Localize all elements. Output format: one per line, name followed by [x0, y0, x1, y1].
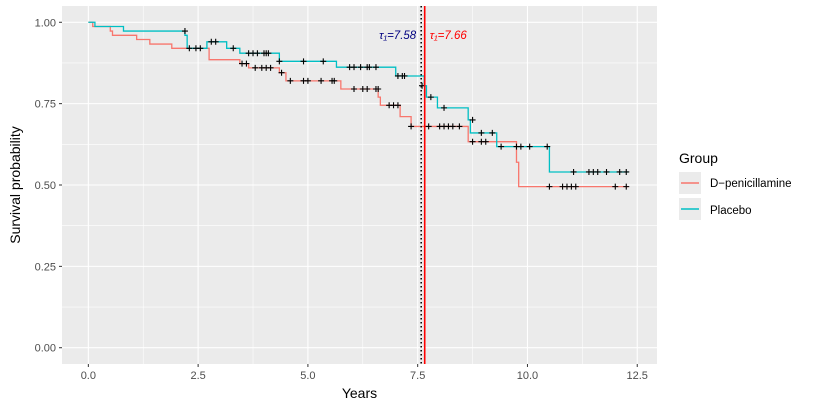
- censor-mark-placebo: [366, 64, 373, 71]
- censor-mark-placebo: [254, 50, 261, 57]
- grid-major: [62, 6, 657, 364]
- censor-mark-placebo: [441, 104, 448, 111]
- censor-mark-d-penicillamine: [482, 138, 489, 145]
- censor-mark-placebo: [616, 168, 623, 175]
- annotation-layer: τ₁=7.58 τ₁=7.66: [379, 6, 467, 364]
- censor-mark-placebo: [526, 143, 533, 150]
- censor-mark-d-penicillamine: [375, 85, 382, 92]
- x-tick-label: 7.5: [410, 370, 425, 382]
- censor-mark-d-penicillamine: [408, 123, 415, 130]
- censor-mark-placebo: [469, 116, 476, 123]
- y-axis-ticks: 0.00 0.25 0.50 0.75 1.00: [35, 17, 62, 355]
- censor-mark-d-penicillamine: [546, 183, 553, 190]
- censor-mark-d-penicillamine: [469, 138, 476, 145]
- censor-mark-d-penicillamine: [425, 123, 432, 130]
- legend: Group D−penicillamine Placebo: [679, 150, 792, 220]
- legend-label-d-penicillamine: D−penicillamine: [710, 178, 792, 190]
- y-tick-label: 0.00: [35, 343, 56, 355]
- censor-mark-placebo: [357, 64, 364, 71]
- censor-mark-placebo: [320, 58, 327, 65]
- tau-label-1: τ₁=7.58: [379, 30, 417, 42]
- km-curve-placebo: [88, 21, 629, 173]
- censor-mark-d-penicillamine: [252, 64, 259, 71]
- censor-mark-d-penicillamine: [278, 69, 285, 76]
- censor-mark-d-penicillamine: [318, 77, 325, 84]
- censor-mark-placebo: [478, 129, 485, 136]
- x-tick-label: 12.5: [627, 370, 648, 382]
- censor-mark-d-penicillamine: [456, 123, 463, 130]
- x-axis-title: Years: [342, 385, 377, 401]
- censor-mark-d-penicillamine: [449, 123, 456, 130]
- y-tick-label: 0.25: [35, 261, 56, 273]
- censor-mark-d-penicillamine: [351, 85, 358, 92]
- x-tick-label: 2.5: [190, 370, 205, 382]
- y-tick-label: 0.75: [35, 99, 56, 111]
- y-axis-title: Survival probability: [7, 126, 23, 244]
- censor-mark-placebo: [300, 58, 307, 65]
- censor-mark-placebo: [570, 168, 577, 175]
- censor-mark-d-penicillamine: [364, 85, 371, 92]
- x-tick-label: 10.0: [517, 370, 538, 382]
- censor-mark-d-penicillamine: [394, 102, 401, 109]
- censor-mark-placebo: [489, 129, 496, 136]
- y-tick-label: 1.00: [35, 17, 56, 29]
- censor-mark-d-penicillamine: [331, 77, 338, 84]
- x-tick-label: 5.0: [300, 370, 315, 382]
- x-tick-label: 0.0: [81, 370, 96, 382]
- censor-mark-d-penicillamine: [186, 45, 193, 52]
- censor-mark-d-penicillamine: [304, 77, 311, 84]
- censor-mark-placebo: [265, 50, 272, 57]
- censor-mark-placebo: [603, 168, 610, 175]
- censor-mark-placebo: [181, 28, 188, 35]
- censor-mark-placebo: [544, 143, 551, 150]
- censor-mark-placebo: [230, 45, 237, 52]
- censor-mark-d-penicillamine: [612, 183, 619, 190]
- censor-mark-placebo: [427, 94, 434, 101]
- censor-mark-placebo: [351, 64, 358, 71]
- censor-mark-placebo: [623, 168, 630, 175]
- censor-mark-placebo: [372, 64, 379, 71]
- legend-label-placebo: Placebo: [710, 205, 752, 217]
- censor-mark-placebo: [212, 38, 219, 45]
- legend-title: Group: [679, 150, 718, 166]
- tau-label-2: τ₁=7.66: [430, 30, 468, 42]
- censor-mark-placebo: [517, 143, 524, 150]
- censor-mark-d-penicillamine: [243, 60, 250, 67]
- x-axis-ticks: 0.0 2.5 5.0 7.5 10.0 12.5: [81, 364, 648, 382]
- censor-mark-d-penicillamine: [623, 183, 630, 190]
- censor-mark-placebo: [594, 168, 601, 175]
- censor-mark-d-penicillamine: [287, 77, 294, 84]
- censor-mark-placebo: [498, 143, 505, 150]
- censor-mark-d-penicillamine: [197, 45, 204, 52]
- censor-mark-placebo: [401, 72, 408, 79]
- censor-mark-placebo: [276, 58, 283, 65]
- y-tick-label: 0.50: [35, 180, 56, 192]
- censor-mark-d-penicillamine: [267, 64, 274, 71]
- censor-layer: [181, 28, 630, 190]
- censor-mark-d-penicillamine: [572, 183, 579, 190]
